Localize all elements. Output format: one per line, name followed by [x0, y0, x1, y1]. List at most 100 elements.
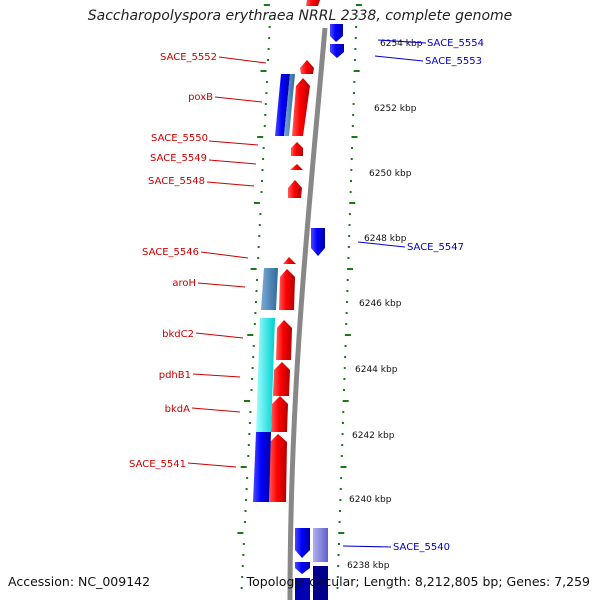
- gene-arrow: [288, 180, 302, 198]
- gene-arrow: [292, 78, 310, 136]
- tick-label: 6248 kbp: [364, 234, 407, 244]
- minor-tick: [345, 323, 348, 325]
- minor-tick: [254, 312, 257, 314]
- gene-label: pdhB1: [159, 370, 191, 381]
- minor-tick: [259, 213, 262, 215]
- minor-tick: [245, 488, 248, 490]
- cog-block: [284, 74, 295, 136]
- minor-tick: [265, 81, 268, 83]
- minor-tick: [258, 235, 261, 237]
- major-tick: [260, 70, 267, 72]
- minor-tick: [338, 521, 341, 523]
- minor-tick: [350, 169, 353, 171]
- minor-tick: [268, 26, 271, 28]
- minor-tick: [337, 565, 340, 567]
- minor-tick: [339, 499, 342, 501]
- minor-tick: [343, 367, 346, 369]
- minor-tick: [342, 411, 345, 413]
- minor-tick: [337, 543, 340, 545]
- minor-tick: [264, 103, 267, 105]
- minor-tick: [350, 158, 353, 160]
- minor-tick: [353, 81, 356, 83]
- minor-tick: [253, 323, 256, 325]
- minor-tick: [345, 312, 348, 314]
- tick-label: 6246 kbp: [359, 299, 402, 309]
- minor-tick: [355, 15, 358, 17]
- gene-label: SACE_5541: [129, 459, 186, 470]
- forward-genes: [269, 0, 320, 502]
- minor-tick: [351, 125, 354, 127]
- map-title: Saccharopolyspora erythraea NRRL 2338, c…: [87, 8, 513, 24]
- minor-tick: [347, 246, 350, 248]
- gene-arrow: [306, 0, 320, 6]
- minor-tick: [341, 433, 344, 435]
- minor-tick: [241, 576, 244, 578]
- tick-labels: 6254 kbp 6252 kbp 6250 kbp 6248 kbp 6246…: [347, 39, 423, 571]
- minor-tick: [339, 510, 341, 512]
- minor-tick: [263, 125, 266, 127]
- reverse-genes: [295, 24, 344, 600]
- minor-tick: [352, 114, 355, 116]
- gene-arrow: [290, 164, 303, 170]
- minor-tick: [257, 257, 260, 259]
- minor-tick: [267, 59, 270, 61]
- minor-tick: [351, 147, 354, 149]
- cog-block: [253, 432, 271, 502]
- minor-tick: [248, 433, 251, 435]
- minor-tick: [341, 444, 344, 446]
- gene-label: aroH: [172, 278, 196, 289]
- minor-tick: [254, 301, 257, 303]
- gene-label: poxB: [188, 92, 213, 103]
- minor-tick: [252, 356, 255, 358]
- major-tick: [349, 202, 356, 204]
- minor-tick: [348, 235, 351, 237]
- gene-label: SACE_5547: [407, 242, 464, 253]
- minor-tick: [246, 477, 249, 479]
- major-tick: [247, 334, 254, 336]
- minor-tick: [344, 345, 347, 347]
- minor-tick: [255, 290, 258, 292]
- gene-arrow: [295, 562, 310, 574]
- minor-tick: [243, 521, 246, 523]
- minor-tick: [350, 180, 352, 182]
- major-tick: [338, 532, 345, 534]
- minor-tick: [264, 114, 267, 116]
- major-tick: [355, 4, 362, 6]
- gene-label: SACE_5540: [393, 542, 450, 553]
- minor-tick: [269, 15, 272, 17]
- minor-tick: [262, 147, 265, 149]
- tick-label: 6250 kbp: [369, 169, 412, 179]
- minor-tick: [354, 37, 357, 39]
- cog-block: [313, 566, 328, 600]
- major-tick: [250, 268, 257, 270]
- minor-tick: [247, 444, 250, 446]
- minor-tick: [355, 26, 358, 28]
- minor-tick: [348, 224, 351, 226]
- major-tick: [342, 400, 349, 402]
- major-tick: [240, 466, 247, 468]
- minor-tick: [352, 92, 355, 94]
- minor-tick: [252, 345, 255, 347]
- left-gene-labels: SACE_5552 poxB SACE_5550 SACE_5549 SACE_…: [129, 52, 267, 470]
- minor-tick: [241, 565, 244, 567]
- minor-tick: [247, 455, 250, 457]
- topology-label: Topology: circular; Length: 8,212,805 bp…: [246, 574, 590, 589]
- accession-label: Accession: NC_009142: [8, 574, 151, 589]
- gene-arrow: [295, 578, 310, 600]
- minor-tick: [240, 587, 243, 589]
- right-gene-labels: SACE_5554 SACE_5553 SACE_5547 SACE_5540: [342, 38, 484, 553]
- gene-arrow: [330, 24, 343, 42]
- major-tick: [253, 202, 260, 204]
- minor-tick: [251, 367, 254, 369]
- minor-tick: [261, 169, 264, 171]
- gene-arrow: [271, 396, 288, 432]
- gene-arrow: [295, 528, 310, 558]
- gene-arrow: [276, 320, 292, 360]
- minor-tick: [242, 554, 245, 556]
- tick-label: 6252 kbp: [374, 104, 417, 114]
- minor-tick: [250, 389, 253, 391]
- minor-tick: [339, 488, 342, 490]
- gene-arrow: [300, 60, 314, 74]
- minor-tick: [244, 510, 247, 512]
